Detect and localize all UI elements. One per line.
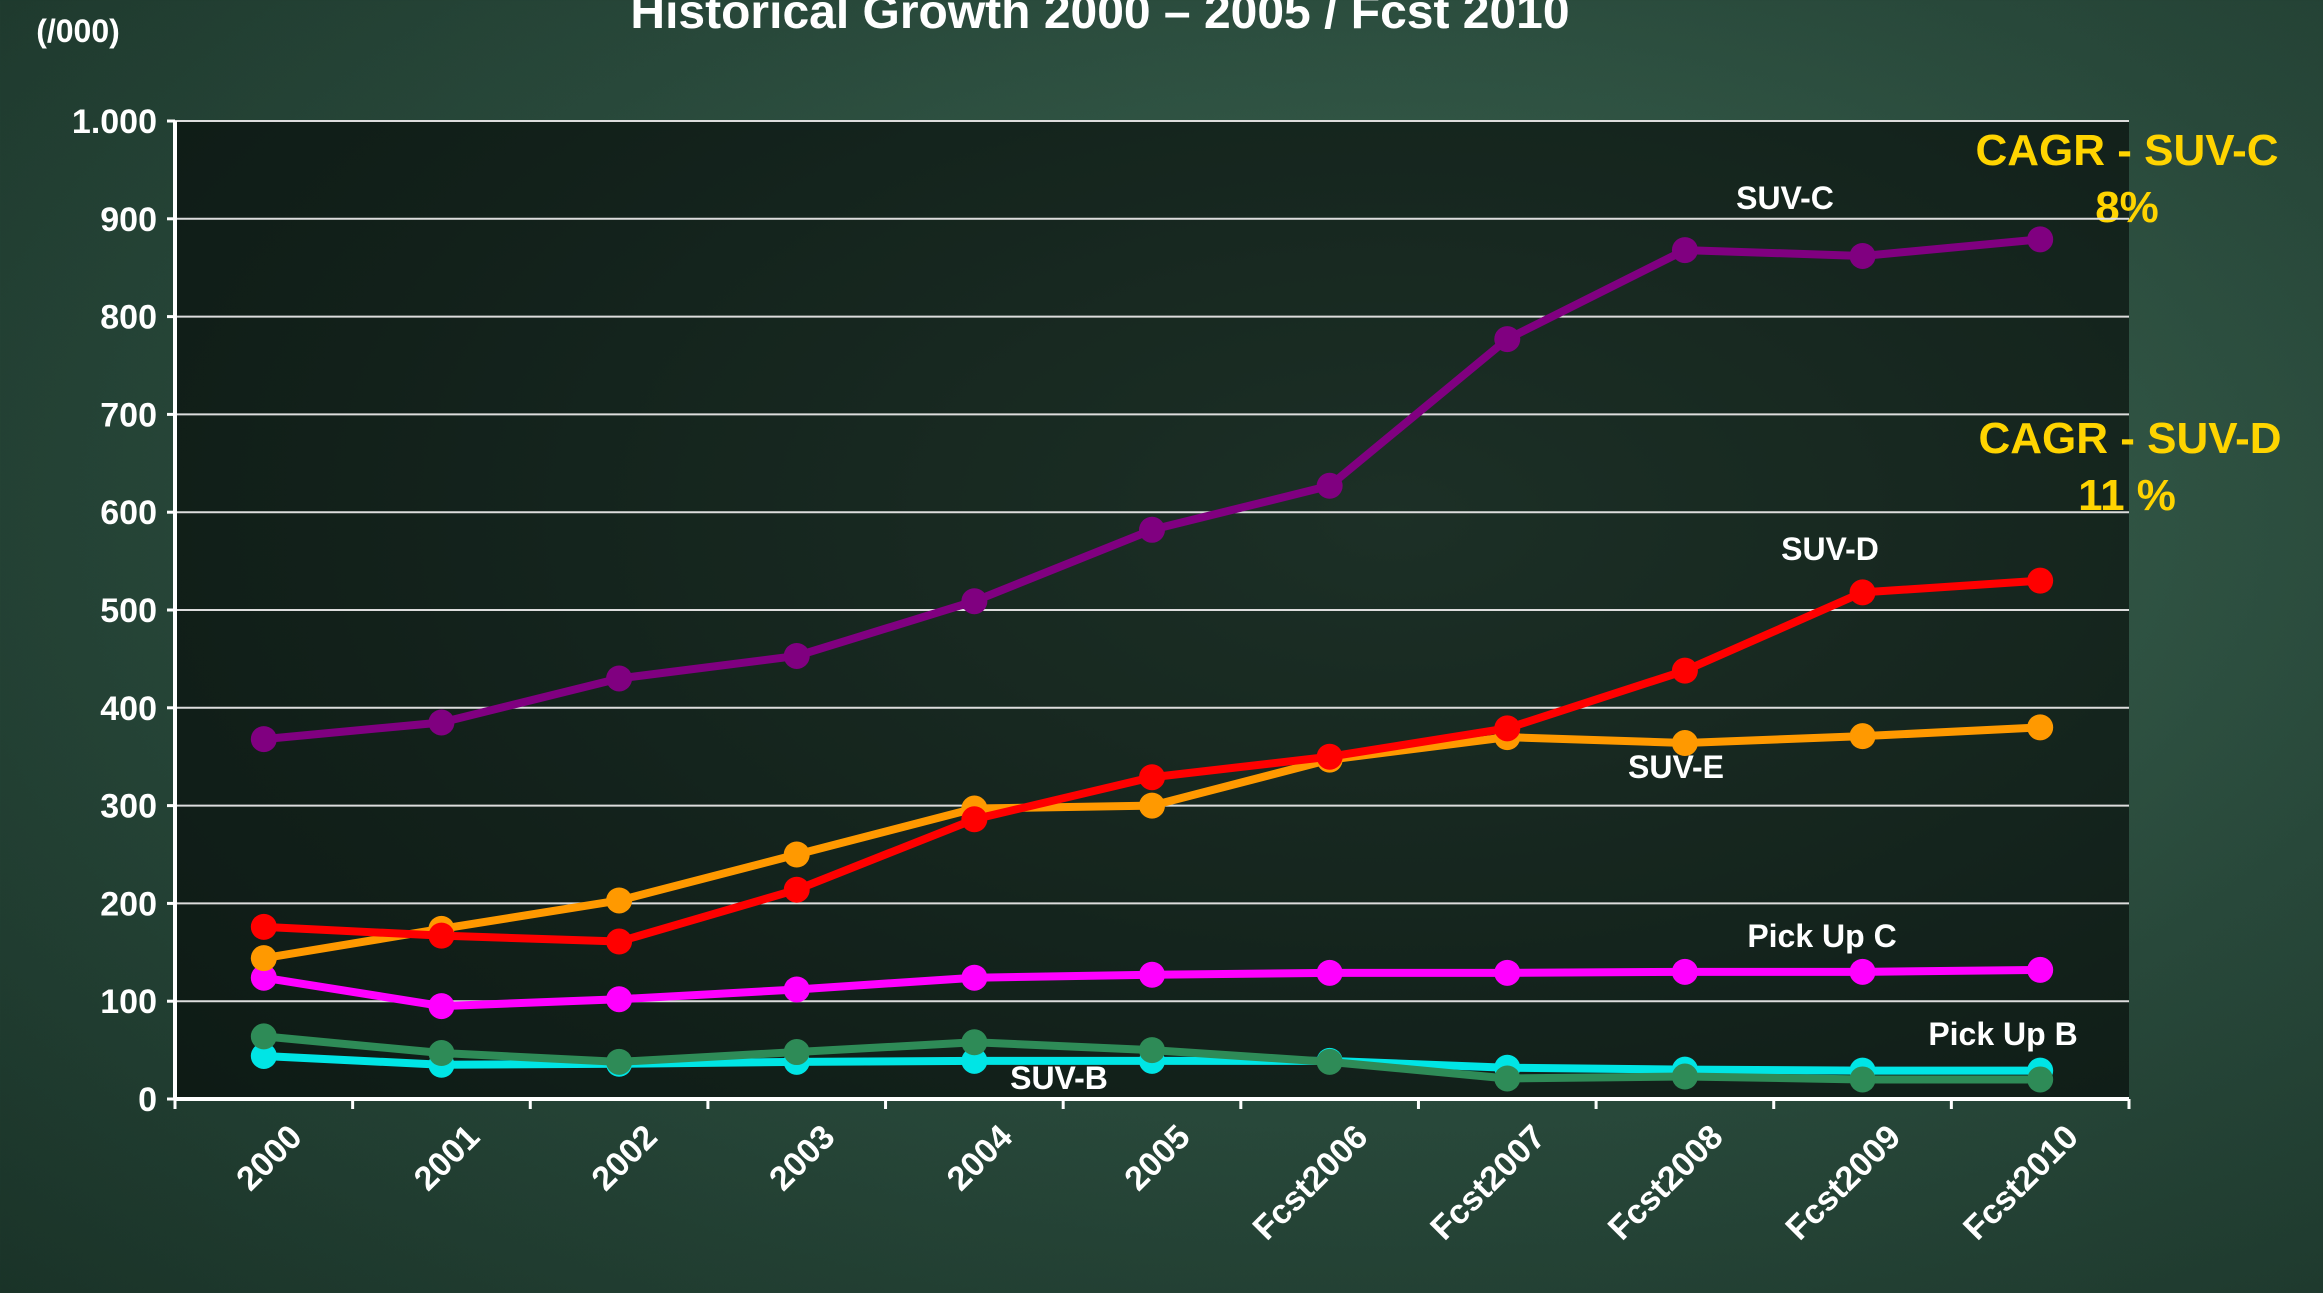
x-tick-label: 2003 [762, 1118, 842, 1198]
data-point [1494, 326, 1521, 353]
data-point [1671, 730, 1698, 757]
y-axis-label: (/000) [36, 13, 120, 49]
data-point [1671, 958, 1698, 985]
data-point [606, 928, 633, 955]
data-point [2027, 714, 2054, 741]
data-point [428, 993, 455, 1020]
data-point [1316, 1048, 1343, 1075]
x-tick-label: 2001 [407, 1118, 487, 1198]
data-point [1494, 959, 1521, 986]
annotation: CAGR - SUV-C [1975, 126, 2278, 175]
data-point [250, 1042, 277, 1069]
x-tick-label: Fcst2010 [1956, 1118, 2086, 1248]
y-tick-label: 100 [100, 983, 157, 1021]
data-point [250, 913, 277, 940]
data-point [783, 876, 810, 903]
y-tick-label: 1.000 [72, 103, 157, 141]
x-tick-label: 2004 [940, 1118, 1020, 1198]
series-label: SUV-E [1628, 749, 1724, 785]
data-point [1139, 961, 1165, 988]
data-point [2027, 226, 2054, 253]
data-point [2027, 567, 2054, 594]
data-point [1139, 1037, 1165, 1064]
x-tick-label: Fcst2006 [1246, 1118, 1376, 1248]
data-point [1494, 1065, 1521, 1092]
data-point [250, 945, 277, 972]
series-label: SUV-D [1781, 531, 1879, 567]
data-point [1139, 516, 1165, 543]
data-point [606, 986, 633, 1013]
data-point [961, 806, 988, 833]
y-tick-label: 700 [100, 396, 157, 434]
chart-title: Historical Growth 2000 – 2005 / Fcst 201… [630, 0, 1569, 39]
x-tick-label: 2005 [1117, 1118, 1197, 1198]
series-label: Pick Up B [1928, 1016, 2077, 1052]
annotation: 8% [2095, 183, 2159, 232]
data-point [961, 1029, 988, 1056]
series-label: SUV-B [1010, 1060, 1108, 1096]
data-point [1671, 657, 1698, 684]
data-point [1671, 237, 1698, 264]
y-tick-label: 200 [100, 885, 157, 923]
data-point [1139, 764, 1165, 791]
data-point [428, 1040, 455, 1067]
data-point [1849, 242, 1876, 269]
annotation: CAGR - SUV-D [1978, 414, 2281, 463]
x-tick-label: 2002 [584, 1118, 664, 1198]
y-tick-label: 800 [100, 299, 157, 337]
data-point [961, 1047, 988, 1074]
data-point [783, 1039, 810, 1066]
data-point [250, 726, 277, 753]
data-point [1671, 1063, 1698, 1090]
x-tick-label: Fcst2009 [1778, 1118, 1908, 1248]
data-point [606, 665, 633, 692]
data-point [1494, 715, 1521, 742]
y-tick-label: 300 [100, 788, 157, 826]
data-point [2027, 956, 2054, 983]
data-point [1849, 723, 1876, 750]
data-point [428, 709, 455, 736]
data-point [250, 1023, 277, 1050]
series-label: SUV-C [1736, 180, 1834, 216]
series-label: Pick Up C [1747, 918, 1896, 954]
data-point [961, 964, 988, 991]
data-point [606, 1048, 633, 1075]
data-point [1849, 958, 1876, 985]
data-point [2027, 1066, 2054, 1093]
data-point [1139, 792, 1165, 819]
data-point [606, 887, 633, 914]
data-point [1316, 959, 1343, 986]
x-tick-label: Fcst2008 [1601, 1118, 1731, 1248]
data-point [428, 922, 455, 949]
data-point [1316, 472, 1343, 499]
data-point [961, 588, 988, 615]
data-point [1316, 743, 1343, 770]
y-tick-label: 400 [100, 690, 157, 728]
data-point [783, 841, 810, 868]
data-point [250, 964, 277, 991]
y-tick-label: 500 [100, 592, 157, 630]
x-tick-label: 2000 [229, 1118, 309, 1198]
y-tick-label: 600 [100, 494, 157, 532]
x-tick-label: Fcst2007 [1423, 1118, 1553, 1248]
data-point [1849, 1066, 1876, 1093]
data-point [1849, 579, 1876, 606]
data-point [783, 976, 810, 1003]
data-point [783, 642, 810, 669]
y-tick-label: 0 [138, 1081, 157, 1119]
y-tick-label: 900 [100, 201, 157, 239]
